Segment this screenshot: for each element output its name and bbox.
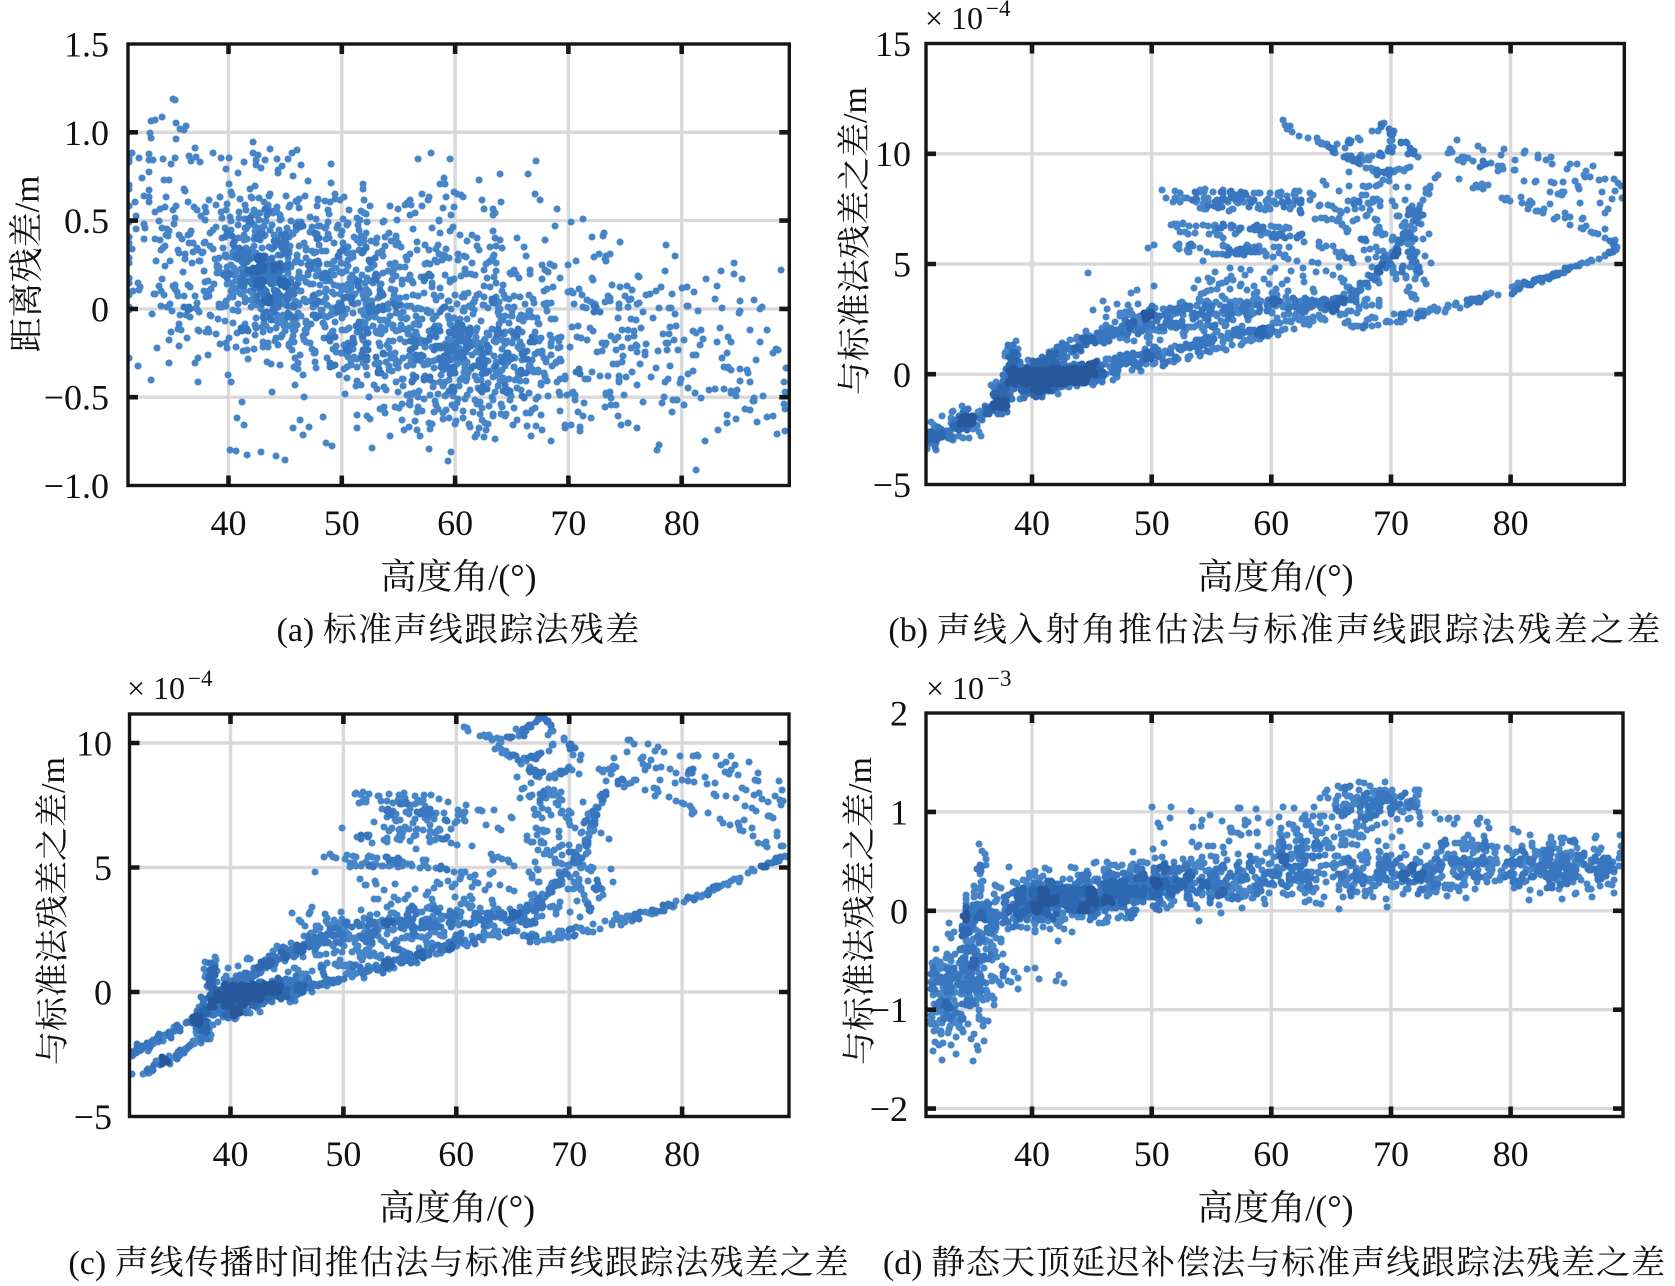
svg-text:−3: −3 xyxy=(987,666,1011,691)
svg-text:× 10: × 10 xyxy=(926,670,984,706)
svg-text:70: 70 xyxy=(551,1134,587,1174)
svg-text:(c): (c) xyxy=(68,1245,106,1282)
svg-text:−5: −5 xyxy=(873,465,911,505)
svg-text:80: 80 xyxy=(1493,1134,1529,1174)
svg-text:15: 15 xyxy=(875,24,911,64)
svg-text:10: 10 xyxy=(875,134,911,174)
svg-text:60: 60 xyxy=(438,1134,474,1174)
svg-text:/(°): /(°) xyxy=(1305,1188,1353,1228)
svg-text:−4: −4 xyxy=(188,666,213,691)
svg-text:/(°): /(°) xyxy=(488,557,536,597)
svg-text:1.0: 1.0 xyxy=(64,113,109,153)
svg-text:10: 10 xyxy=(76,724,112,764)
svg-text:70: 70 xyxy=(1373,503,1409,543)
svg-text:80: 80 xyxy=(664,1134,700,1174)
svg-text:70: 70 xyxy=(1373,1134,1409,1174)
svg-text:−1: −1 xyxy=(870,990,908,1030)
svg-text:60: 60 xyxy=(1253,1134,1289,1174)
svg-text:80: 80 xyxy=(1493,503,1529,543)
svg-text:/(°): /(°) xyxy=(487,1188,535,1228)
svg-text:50: 50 xyxy=(1134,1134,1170,1174)
svg-text:50: 50 xyxy=(1134,503,1170,543)
svg-text:5: 5 xyxy=(94,848,112,888)
svg-text:/m: /m xyxy=(8,176,47,213)
svg-text:−5: −5 xyxy=(74,1097,112,1137)
svg-text:50: 50 xyxy=(325,1134,361,1174)
svg-text:/(°): /(°) xyxy=(1305,557,1353,597)
svg-text:70: 70 xyxy=(550,503,586,543)
svg-text:60: 60 xyxy=(437,503,473,543)
svg-text:× 10: × 10 xyxy=(925,0,983,36)
svg-text:(b): (b) xyxy=(888,612,928,649)
svg-text:1.5: 1.5 xyxy=(64,25,109,65)
svg-text:0: 0 xyxy=(94,973,112,1013)
svg-text:5: 5 xyxy=(893,245,911,285)
svg-text:80: 80 xyxy=(664,503,700,543)
svg-text:−2: −2 xyxy=(870,1089,908,1129)
svg-text:0: 0 xyxy=(91,289,109,329)
svg-text:−4: −4 xyxy=(986,0,1011,21)
svg-text:40: 40 xyxy=(213,1134,249,1174)
svg-text:/m: /m xyxy=(35,757,72,793)
svg-text:/m: /m xyxy=(842,757,879,793)
svg-text:0: 0 xyxy=(890,891,908,931)
svg-text:40: 40 xyxy=(211,503,247,543)
svg-text:× 10: × 10 xyxy=(127,670,185,706)
svg-text:/m: /m xyxy=(837,87,874,123)
svg-text:40: 40 xyxy=(1014,503,1050,543)
svg-text:−0.5: −0.5 xyxy=(44,378,109,418)
svg-text:(a): (a) xyxy=(277,612,315,649)
svg-text:0.5: 0.5 xyxy=(64,201,109,241)
svg-text:(d): (d) xyxy=(883,1245,923,1282)
svg-text:0: 0 xyxy=(893,355,911,395)
svg-text:1: 1 xyxy=(890,792,908,832)
svg-text:−1.0: −1.0 xyxy=(44,466,109,506)
svg-text:60: 60 xyxy=(1253,503,1289,543)
svg-text:50: 50 xyxy=(324,503,360,543)
svg-text:2: 2 xyxy=(890,694,908,734)
svg-text:40: 40 xyxy=(1014,1134,1050,1174)
